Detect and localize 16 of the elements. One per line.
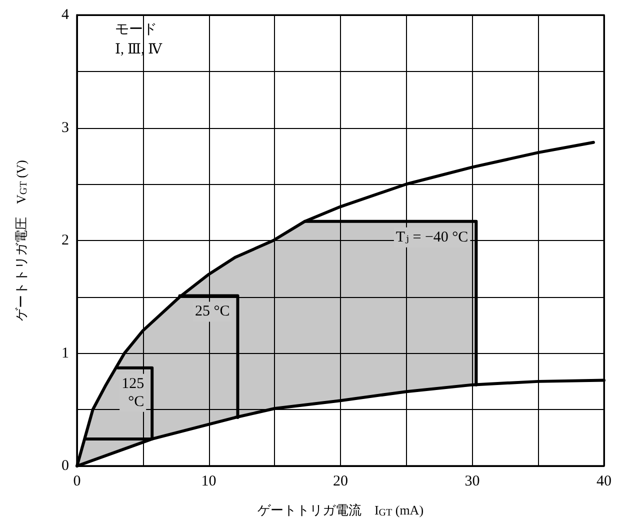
annotation: Ⅰ, Ⅲ, Ⅳ <box>115 42 164 58</box>
x-tick-label: 40 <box>596 474 612 490</box>
x-tick-label: 20 <box>333 474 348 490</box>
series-label: 125 °C <box>122 376 144 410</box>
annotation: モード <box>115 22 157 38</box>
x-tick-label: 0 <box>73 474 81 490</box>
y-tick-label: 3 <box>62 120 69 136</box>
series-label: 25 °C <box>194 304 230 320</box>
y-tick-label: 1 <box>62 345 69 362</box>
y-tick-label: 0 <box>62 458 69 474</box>
series-label: Tⱼ = −40 °C <box>396 229 468 246</box>
y-tick-label: 2 <box>62 232 69 248</box>
x-tick-label: 30 <box>464 474 480 490</box>
y-tick-label: 4 <box>62 7 70 23</box>
y-axis-title: ゲートトリガ電圧 VGT (V) <box>14 160 30 322</box>
x-tick-label: 10 <box>201 474 216 490</box>
